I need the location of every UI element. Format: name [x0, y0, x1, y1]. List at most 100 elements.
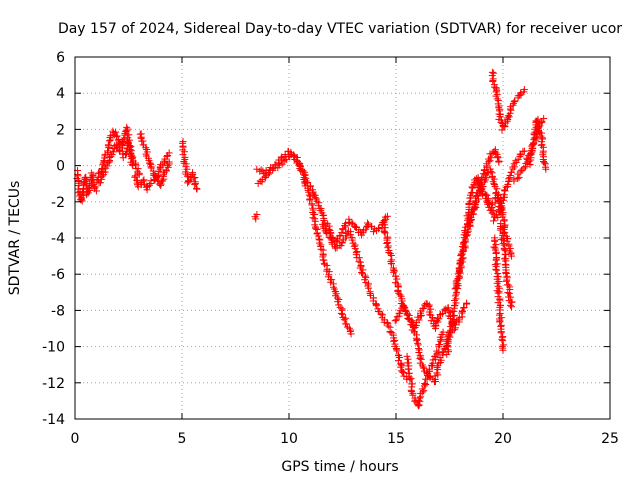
data-point — [490, 243, 498, 251]
data-point — [302, 177, 310, 185]
data-point — [496, 318, 504, 326]
data-point — [510, 175, 518, 183]
data-point — [511, 97, 519, 105]
data-point — [386, 328, 394, 336]
data-point — [496, 309, 504, 317]
data-point — [306, 196, 314, 204]
data-point — [369, 228, 377, 236]
data-point — [408, 388, 416, 396]
data-point — [299, 167, 307, 175]
data-point — [345, 215, 353, 223]
data-point — [507, 168, 515, 176]
data-point — [463, 299, 471, 307]
data-point — [492, 256, 500, 264]
data-point — [419, 305, 427, 313]
data-point — [500, 341, 508, 349]
data-point — [493, 95, 501, 103]
data-point — [383, 319, 391, 327]
y-tick-label: -6 — [51, 267, 65, 283]
data-point — [82, 176, 90, 184]
x-tick-label: 0 — [71, 431, 80, 447]
data-point — [457, 252, 465, 260]
data-point — [434, 349, 442, 357]
data-point — [494, 192, 502, 200]
data-point — [504, 180, 512, 188]
data-point — [451, 292, 459, 300]
y-tick-label: -12 — [42, 376, 65, 392]
data-point — [433, 347, 441, 355]
data-point — [374, 224, 382, 232]
data-point — [387, 260, 395, 268]
data-point — [502, 269, 510, 277]
data-point — [497, 329, 505, 337]
y-tick-label: 2 — [56, 122, 65, 138]
data-point — [469, 210, 477, 218]
data-point — [420, 364, 428, 372]
data-point — [495, 206, 503, 214]
data-point — [297, 165, 305, 173]
data-point — [308, 201, 316, 209]
data-point — [337, 309, 345, 317]
data-point — [113, 132, 121, 140]
data-point — [427, 305, 435, 313]
data-point — [499, 346, 507, 354]
data-point — [406, 376, 414, 384]
data-point — [301, 171, 309, 179]
data-point — [290, 153, 298, 161]
data-point — [391, 267, 399, 275]
x-axis-label: GPS time / hours — [281, 459, 398, 475]
data-point — [493, 279, 501, 287]
data-point — [312, 224, 320, 232]
data-point — [420, 387, 428, 395]
data-point — [109, 127, 117, 135]
data-point — [526, 160, 534, 168]
data-point — [503, 237, 511, 245]
data-point — [488, 72, 496, 80]
data-point — [507, 301, 515, 309]
data-point — [461, 237, 469, 245]
data-point — [291, 156, 299, 164]
data-point — [529, 140, 537, 148]
data-point — [125, 131, 133, 139]
data-point — [414, 339, 422, 347]
data-point — [417, 355, 425, 363]
data-point — [439, 328, 447, 336]
data-point — [129, 162, 137, 170]
data-point — [139, 177, 147, 185]
y-tick-label: -14 — [42, 412, 65, 428]
data-point — [98, 165, 106, 173]
data-point — [399, 368, 407, 376]
data-point — [160, 159, 168, 167]
data-point — [345, 324, 353, 332]
data-point — [493, 153, 501, 161]
data-point — [110, 148, 118, 156]
data-point — [313, 197, 321, 205]
data-point — [490, 180, 498, 188]
data-point — [264, 170, 272, 178]
data-point — [105, 137, 113, 145]
data-point — [351, 245, 359, 253]
data-point — [461, 227, 469, 235]
x-tick-label: 10 — [280, 431, 298, 447]
data-point — [501, 260, 509, 268]
axis-ticks: 0 5 10 15 20 25 -14 -12 -10 -8 -6 -4 -2 0 2 4 6 — [42, 50, 619, 447]
data-point — [78, 197, 86, 205]
data-point — [344, 229, 352, 237]
data-point — [319, 212, 327, 220]
data-point — [341, 222, 349, 230]
data-point — [487, 154, 495, 162]
data-point — [365, 284, 373, 292]
data-point — [146, 159, 154, 167]
data-point — [364, 219, 372, 227]
data-point — [140, 176, 148, 184]
data-point — [296, 160, 304, 168]
data-point — [334, 298, 342, 306]
data-point — [92, 187, 100, 195]
data-point — [103, 147, 111, 155]
data-point — [342, 220, 350, 228]
data-point — [347, 330, 355, 338]
data-point — [398, 304, 406, 312]
data-point — [495, 278, 503, 286]
data-point — [143, 186, 151, 194]
data-point — [155, 168, 163, 176]
